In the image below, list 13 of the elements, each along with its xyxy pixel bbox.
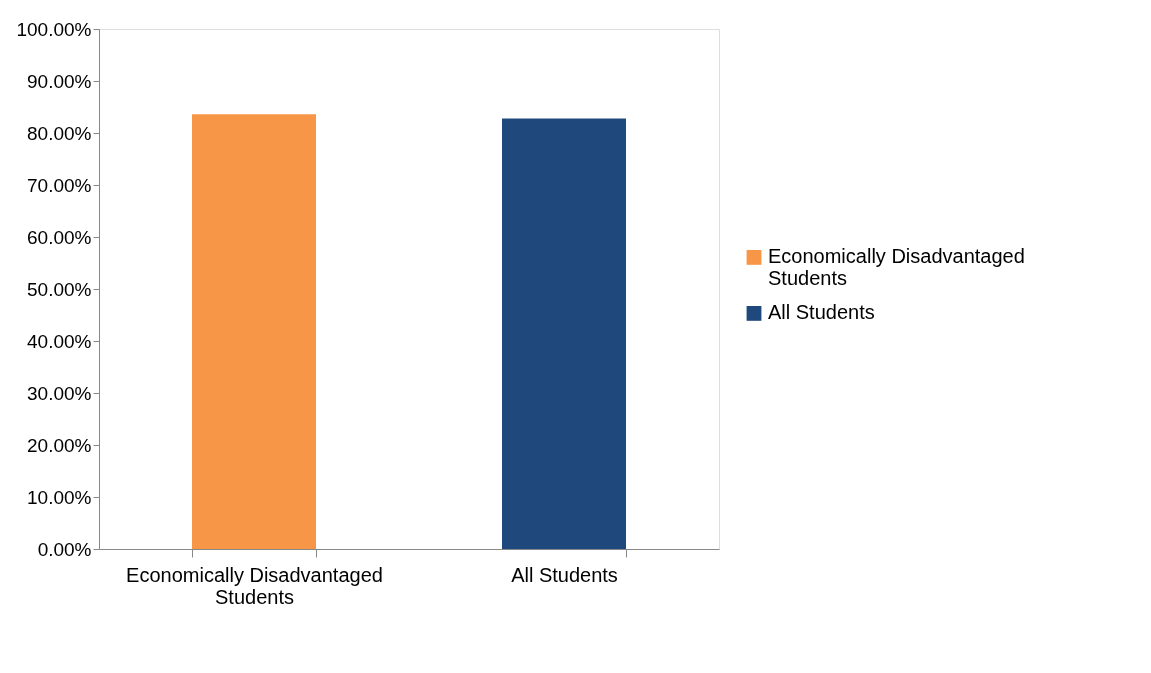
legend-label: Economically Disadvantaged Students <box>768 245 1025 290</box>
y-tick-label: 50.00% <box>27 278 92 300</box>
y-tick-label: 40.00% <box>27 330 92 352</box>
y-tick-label: 100.00% <box>16 18 92 40</box>
y-tick-label: 20.00% <box>27 434 92 456</box>
legend-label: All Students <box>768 301 875 324</box>
y-tick-label: 10.00% <box>27 486 92 508</box>
y-tick-label: 60.00% <box>27 226 92 248</box>
y-tick-label: 70.00% <box>27 174 92 196</box>
y-tick-label: 80.00% <box>27 122 92 144</box>
y-tick-label: 30.00% <box>27 382 92 404</box>
y-tick-label: 90.00% <box>27 70 92 92</box>
y-tick-label: 0.00% <box>37 538 92 560</box>
